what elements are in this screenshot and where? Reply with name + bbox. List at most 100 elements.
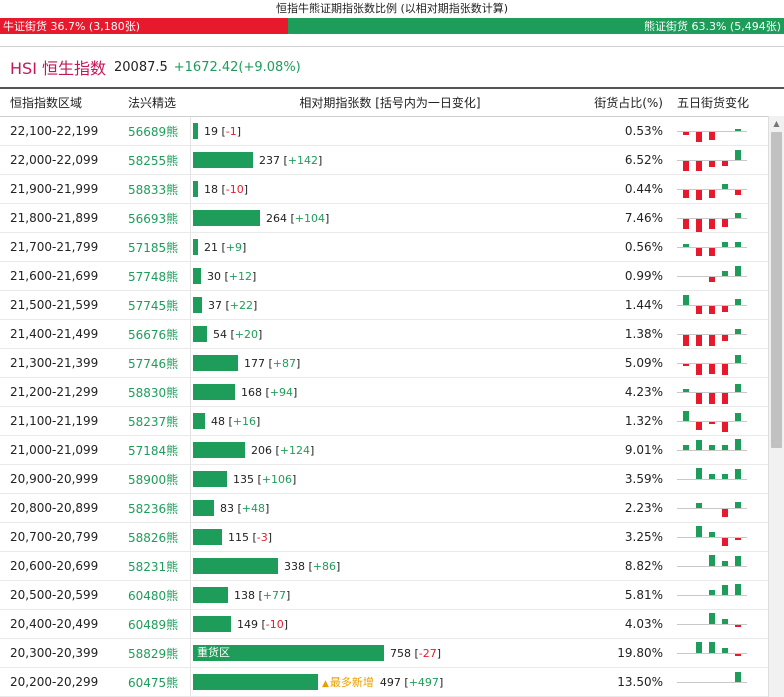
contracts-value: 338 [+86] [284, 559, 341, 573]
contracts-count: 237 [259, 153, 280, 167]
sparkline-bar-up [722, 271, 728, 276]
sparkline-chart [677, 117, 747, 145]
scroll-thumb[interactable] [771, 132, 782, 448]
contracts-cell: 115 [-3] [190, 523, 590, 551]
daily-change: +497 [408, 675, 439, 689]
sparkline-baseline [677, 566, 747, 567]
warrant-code-link[interactable]: 57184熊 [128, 443, 179, 458]
warrant-code-link[interactable]: 57748熊 [128, 269, 179, 284]
sparkline-bar-up [696, 503, 702, 508]
sparkline-baseline [677, 624, 747, 625]
share-cell: 8.82% [624, 559, 663, 573]
sparkline-bar-down [709, 132, 715, 140]
sparkline-bar-up [722, 184, 728, 189]
sparkline-chart [677, 233, 747, 261]
table-row: 22,100-22,199 56689熊 19 [-1] 0.53% [0, 117, 784, 146]
sparkline-chart [677, 204, 747, 232]
sparkline-bar-down [696, 161, 702, 171]
index-name: HSI 恒生指数 [10, 59, 106, 78]
contracts-value: 237 [+142] [259, 153, 323, 167]
warrant-code-link[interactable]: 56676熊 [128, 327, 179, 342]
sparkline-bar-up [683, 388, 689, 392]
contracts-bar [193, 471, 227, 487]
five-day-sparkline [668, 668, 768, 696]
warrant-code-link[interactable]: 57745熊 [128, 298, 179, 313]
warrant-code-link[interactable]: 60489熊 [128, 617, 179, 632]
sparkline-bar-down [683, 190, 689, 198]
sparkline-bar-down [722, 538, 728, 546]
sparkline-bar-up [696, 440, 702, 450]
warrant-code-link[interactable]: 58829熊 [128, 646, 179, 661]
share-cell: 2.23% [624, 501, 663, 515]
share-cell: 1.32% [624, 414, 663, 428]
warrant-code-link[interactable]: 58900熊 [128, 472, 179, 487]
contracts-bar [193, 587, 228, 603]
sparkline-chart [677, 146, 747, 174]
five-day-sparkline [668, 610, 768, 638]
warrant-code-link[interactable]: 58255熊 [128, 153, 179, 168]
warrant-code-link[interactable]: 58231熊 [128, 559, 179, 574]
sparkline-bar-down [735, 654, 741, 656]
range-cell: 21,700-21,799 [10, 240, 99, 254]
sparkline-baseline [677, 160, 747, 161]
contracts-value: 177 [+87] [244, 356, 301, 370]
warrant-code-link[interactable]: 58833熊 [128, 182, 179, 197]
sparkline-bar-up [683, 445, 689, 450]
sparkline-bar-up [722, 242, 728, 247]
warrant-code-link[interactable]: 56689熊 [128, 124, 179, 139]
contracts-count: 177 [244, 356, 265, 370]
sparkline-baseline [677, 218, 747, 219]
contracts-cell: 149 [-10] [190, 610, 590, 638]
warrant-code-link[interactable]: 58830熊 [128, 385, 179, 400]
contracts-cell: 237 [+142] [190, 146, 590, 174]
contracts-count: 138 [234, 588, 255, 602]
sparkline-bar-down [722, 422, 728, 432]
sparkline-bar-down [696, 219, 702, 232]
daily-change: +86 [312, 559, 337, 573]
warrant-code-link[interactable]: 60475熊 [128, 675, 179, 690]
contracts-cell: 30 [+12] [190, 262, 590, 290]
sparkline-chart [677, 349, 747, 377]
warrant-code-link[interactable]: 60480熊 [128, 588, 179, 603]
table-row: 20,200-20,299 60475熊 ▲最多新增 497 [+497] 13.50% [0, 668, 784, 697]
sparkline-bar-down [709, 277, 715, 282]
five-day-sparkline [668, 465, 768, 493]
warrant-code-link[interactable]: 58826熊 [128, 530, 179, 545]
contracts-cell: 54 [+20] [190, 320, 590, 348]
contracts-bar [193, 558, 278, 574]
range-cell: 22,000-22,099 [10, 153, 99, 167]
warrant-code-link[interactable]: 57185熊 [128, 240, 179, 255]
scroll-up-icon[interactable]: ▲ [773, 118, 780, 128]
sparkline-bar-up [722, 648, 728, 653]
share-cell: 3.25% [624, 530, 663, 544]
sparkline-bar-up [709, 554, 715, 566]
sparkline-bar-up [735, 556, 741, 566]
contracts-cell: 338 [+86] [190, 552, 590, 580]
contracts-value: 264 [+104] [266, 211, 330, 225]
warrant-code-link[interactable]: 58236熊 [128, 501, 179, 516]
range-cell: 20,200-20,299 [10, 675, 99, 689]
contracts-value: 19 [-1] [204, 124, 242, 138]
sparkline-baseline [677, 682, 747, 683]
sparkline-bar-up [709, 612, 715, 624]
range-cell: 21,100-21,199 [10, 414, 99, 428]
five-day-sparkline [668, 407, 768, 435]
warrant-code-link[interactable]: 58237熊 [128, 414, 179, 429]
sparkline-bar-down [683, 364, 689, 366]
col-header-five-day: 五日街货变化 [677, 96, 750, 110]
share-cell: 3.59% [624, 472, 663, 486]
contracts-bar [193, 181, 198, 197]
vertical-scrollbar[interactable]: ▲ [768, 116, 784, 697]
contracts-bar [193, 442, 245, 458]
sparkline-bar-up [709, 641, 715, 653]
sparkline-bar-down [696, 132, 702, 142]
sparkline-bar-down [696, 248, 702, 256]
warrant-code-link[interactable]: 56693熊 [128, 211, 179, 226]
index-value: 20087.5 [114, 59, 168, 75]
contracts-count: 264 [266, 211, 287, 225]
warrant-code-link[interactable]: 57746熊 [128, 356, 179, 371]
contracts-value: 135 [+106] [233, 472, 297, 486]
page-title: 恒指牛熊证期指张数比例 (以相对期指张数计算) [275, 2, 509, 15]
contracts-value: 497 [+497] [379, 675, 444, 689]
table-row: 21,400-21,499 56676熊 54 [+20] 1.38% [0, 320, 784, 349]
